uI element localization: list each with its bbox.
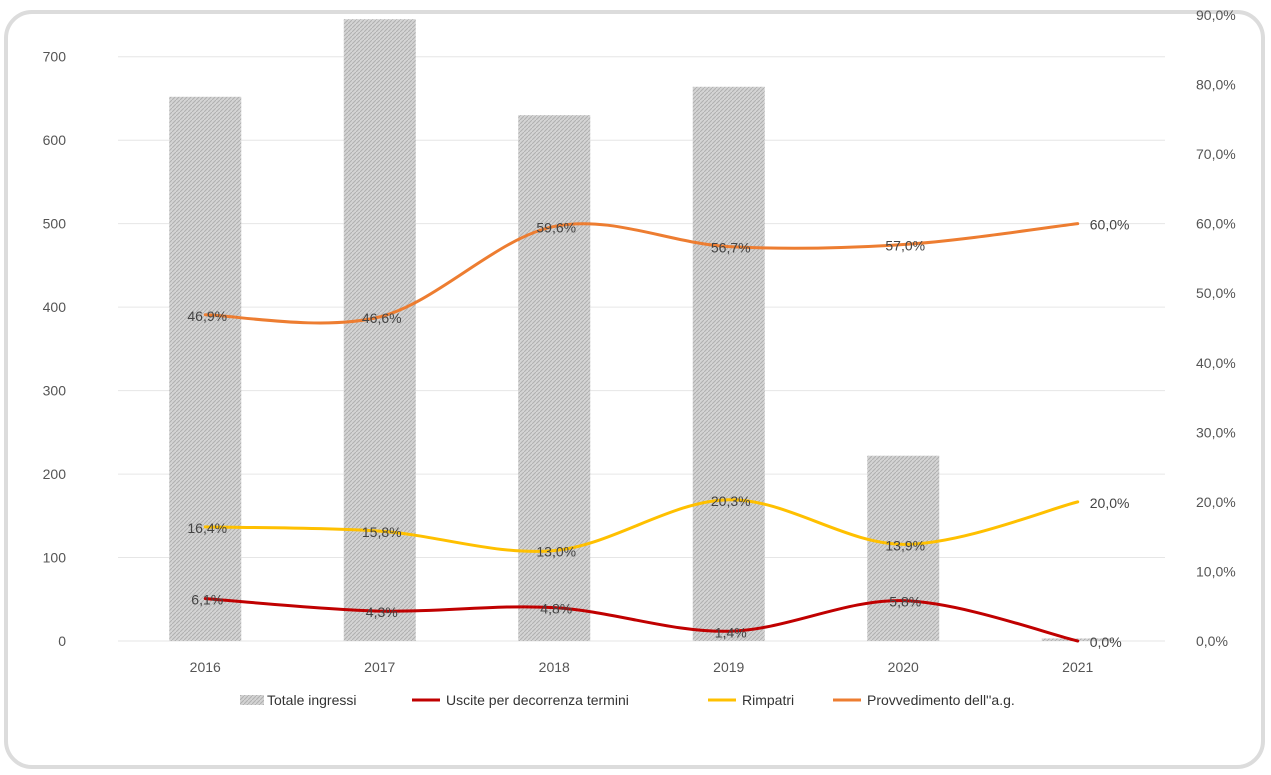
bar-2018 (518, 115, 591, 641)
data-label: 13,9% (885, 537, 925, 553)
data-label: 6,1% (191, 592, 223, 608)
y-left-tick-label: 0 (58, 633, 66, 649)
bar-2016 (169, 96, 242, 641)
y-left-tick-label: 400 (43, 299, 67, 315)
y-left-tick-label: 300 (43, 383, 67, 399)
y-left-tick-label: 700 (43, 49, 67, 65)
legend-swatch-bar (240, 695, 264, 705)
data-label: 20,0% (1090, 495, 1130, 511)
y-right-tick-label: 40,0% (1196, 355, 1236, 371)
data-label: 59,6% (536, 219, 576, 235)
gridlines (118, 56, 1165, 642)
x-tick-label: 2021 (1062, 659, 1093, 675)
data-label: 46,9% (187, 308, 227, 324)
bar-series (169, 19, 1114, 642)
data-label: 0,0% (1090, 634, 1122, 650)
x-tick-label: 2016 (190, 659, 221, 675)
data-label: 16,4% (187, 520, 227, 536)
data-label: 20,3% (711, 493, 751, 509)
y-right-tick-label: 0,0% (1196, 633, 1228, 649)
bar-2019 (692, 86, 765, 642)
y-left-tick-label: 100 (43, 550, 67, 566)
data-label: 4,3% (366, 604, 398, 620)
y-left-tick-label: 500 (43, 216, 67, 232)
data-label: 13,0% (536, 544, 576, 560)
legend: Totale ingressi Uscite per decorrenza ter… (240, 692, 1015, 708)
y-left-tick-label: 600 (43, 132, 67, 148)
line-series (203, 222, 1080, 643)
data-label: 60,0% (1090, 217, 1130, 233)
y-right-tick-label: 10,0% (1196, 563, 1236, 579)
legend-label: Uscite per decorrenza termini (446, 692, 629, 708)
y-right-tick-label: 50,0% (1196, 285, 1236, 301)
data-label: 46,6% (362, 310, 402, 326)
bar-2020 (867, 455, 940, 641)
data-label: 56,7% (711, 240, 751, 256)
x-tick-label: 2020 (888, 659, 919, 675)
line-2 (203, 222, 1080, 325)
y-right-tick-label: 70,0% (1196, 146, 1236, 162)
y-right-tick-label: 80,0% (1196, 77, 1236, 93)
data-label: 1,4% (715, 624, 747, 640)
bar-2017 (343, 19, 416, 641)
x-tick-label: 2018 (539, 659, 570, 675)
x-tick-label: 2019 (713, 659, 744, 675)
legend-label: Totale ingressi (267, 692, 357, 708)
data-labels: 46,9% 46,6% 59,6% 56,7% 57,0% 60,0% 16,4% 15,8%… (187, 217, 1129, 650)
y-right-tick-label: 60,0% (1196, 216, 1236, 232)
legend-label: Rimpatri (742, 692, 794, 708)
y-right-tick-label: 90,0% (1196, 7, 1236, 23)
data-label: 57,0% (885, 238, 925, 254)
data-label: 4,8% (540, 601, 572, 617)
y-right-tick-label: 20,0% (1196, 494, 1236, 510)
line-1 (203, 498, 1080, 553)
y-left-tick-label: 200 (43, 466, 67, 482)
data-label: 5,8% (889, 594, 921, 610)
x-tick-label: 2017 (364, 659, 395, 675)
axes: 0 100 200 300 400 500 600 700 0,0% 10,0% 20,0% 30,0… (43, 7, 1236, 675)
legend-label: Provvedimento dell''a.g. (867, 692, 1015, 708)
y-right-tick-label: 30,0% (1196, 424, 1236, 440)
line-0 (203, 597, 1080, 643)
data-label: 15,8% (362, 524, 402, 540)
